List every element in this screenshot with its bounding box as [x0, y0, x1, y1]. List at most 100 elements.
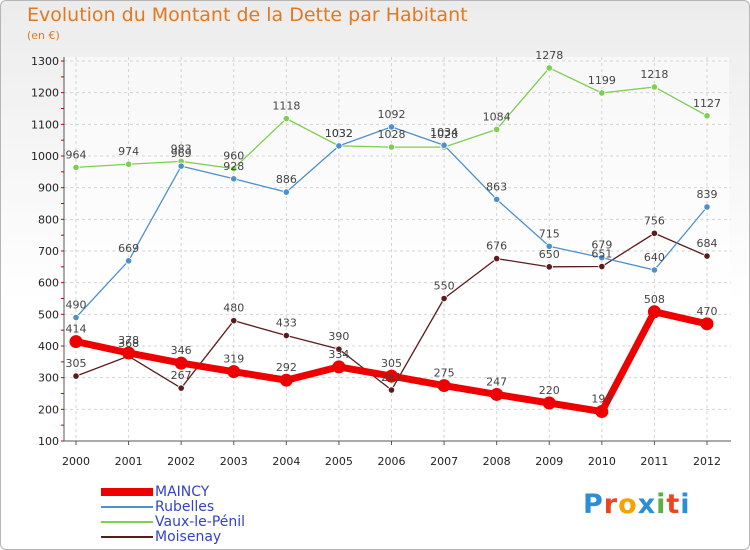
x-tick-label: 2005	[325, 455, 353, 468]
data-label: 275	[434, 367, 455, 380]
data-point	[598, 262, 606, 271]
x-tick-label: 2001	[115, 455, 143, 468]
data-label: 1127	[693, 97, 721, 110]
data-point	[650, 229, 659, 237]
data-point	[332, 360, 346, 374]
data-point	[124, 160, 133, 168]
y-tick-label: 1300	[31, 55, 59, 68]
legend-label: Rubelles	[155, 499, 215, 515]
data-point	[124, 257, 133, 265]
y-tick-label: 900	[38, 182, 59, 195]
data-point	[174, 356, 188, 370]
data-label: 715	[539, 227, 560, 240]
y-tick-label: 500	[38, 308, 59, 321]
data-point	[493, 195, 501, 203]
data-label: 550	[434, 280, 455, 293]
data-label: 679	[591, 239, 612, 252]
data-point	[545, 263, 553, 271]
data-label: 508	[644, 293, 665, 306]
data-label: 1028	[378, 128, 406, 141]
y-tick-label: 1200	[31, 87, 59, 100]
data-label: 267	[171, 369, 192, 382]
data-label: 378	[118, 334, 139, 347]
x-tick-label: 2007	[430, 455, 458, 468]
data-labels: 414 378 346 319 292 334 305 275 247 220 193 508 470 4…	[66, 49, 722, 406]
data-label: 193	[591, 393, 612, 406]
y-tick-label: 700	[38, 245, 59, 258]
data-point	[230, 165, 238, 173]
y-tick-label: 1000	[31, 150, 59, 163]
legend-swatch	[101, 506, 153, 508]
data-point	[122, 346, 136, 360]
data-point	[542, 396, 556, 410]
data-label: 1028	[430, 128, 458, 141]
legend-label: Moisenay	[155, 529, 222, 545]
data-point	[387, 386, 396, 394]
data-label: 964	[66, 148, 87, 161]
data-label: 1032	[325, 127, 353, 140]
logo-letter: o	[618, 489, 638, 520]
data-label: 414	[66, 323, 87, 336]
y-tick-label: 600	[38, 277, 59, 290]
data-label: 261	[381, 371, 402, 384]
data-label: 676	[486, 240, 507, 253]
data-label: 490	[66, 299, 87, 312]
x-tick-label: 2003	[220, 455, 248, 468]
logo-letter: i	[656, 489, 667, 520]
x-tick-label: 2009	[535, 455, 563, 468]
data-label: 640	[644, 251, 665, 264]
data-point	[545, 242, 553, 250]
data-point	[493, 255, 501, 263]
x-tick-label: 2010	[588, 455, 616, 468]
legend-swatch	[101, 488, 153, 496]
data-point	[440, 294, 448, 303]
data-label: 650	[539, 248, 560, 261]
data-point	[72, 163, 80, 171]
data-label: 319	[223, 353, 244, 366]
data-point	[387, 123, 396, 131]
data-label: 433	[276, 317, 297, 330]
chart-title: Evolution du Montant de la Dette par Hab…	[27, 4, 468, 26]
data-point	[545, 64, 553, 72]
data-point	[703, 252, 711, 260]
data-point	[595, 405, 609, 419]
data-label: 292	[276, 361, 297, 374]
data-point	[177, 162, 185, 170]
legend-label: MAINCY	[155, 484, 210, 500]
data-point	[335, 142, 343, 150]
data-point	[437, 379, 451, 393]
data-label: 480	[223, 302, 244, 315]
data-point	[700, 317, 714, 331]
data-label: 346	[171, 344, 192, 357]
legend-swatch	[101, 536, 153, 538]
data-point	[490, 387, 504, 401]
data-point	[703, 203, 711, 211]
unit-note: (en €)	[27, 29, 60, 42]
data-label: 863	[486, 180, 507, 193]
data-label: 839	[697, 188, 718, 201]
data-label: 1199	[588, 74, 616, 87]
data-point	[650, 266, 659, 274]
data-point	[230, 175, 238, 183]
data-label: 1218	[640, 68, 668, 81]
x-tick-label: 2004	[272, 455, 300, 468]
data-label: 969	[171, 147, 192, 160]
data-label: 1032	[325, 127, 353, 140]
data-point	[72, 372, 80, 380]
y-tick-label: 400	[38, 340, 59, 353]
x-tick-label: 2002	[167, 455, 195, 468]
x-tick-label: 2012	[693, 455, 721, 468]
data-label: 684	[697, 237, 718, 250]
data-point	[650, 83, 659, 91]
y-tick-label: 100	[38, 435, 59, 448]
x-tick-label: 2006	[378, 455, 406, 468]
logo-letter: x	[637, 489, 657, 520]
data-label: 368	[118, 337, 139, 350]
data-label: 983	[171, 142, 192, 155]
data-point	[493, 125, 501, 133]
data-point	[385, 369, 398, 383]
data-label: 1084	[483, 110, 511, 123]
data-point	[387, 143, 396, 151]
y-tick-label: 1100	[31, 118, 59, 131]
